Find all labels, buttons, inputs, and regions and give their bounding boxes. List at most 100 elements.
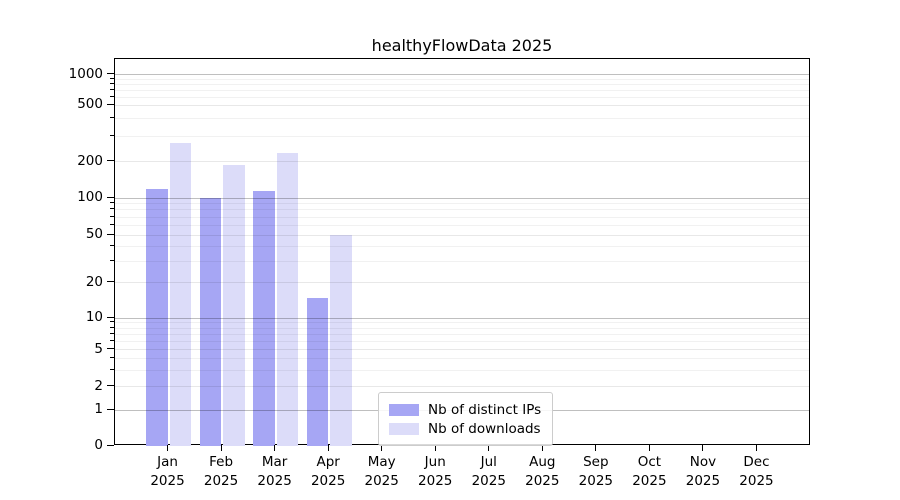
x-tick-label-apr: Apr 2025 [298, 453, 358, 491]
x-tick-mark-nov [702, 445, 704, 451]
gridline-200 [115, 161, 809, 163]
x-label-month: Mar [261, 454, 288, 470]
x-label-month: Sep [583, 454, 609, 470]
bar-downloads-apr [330, 235, 352, 446]
y-minor-tick-mark-600 [110, 95, 114, 97]
x-tick-label-jan: Jan 2025 [138, 453, 198, 491]
y-tick-mark-0 [107, 444, 114, 446]
x-tick-label-oct: Oct 2025 [619, 453, 679, 491]
gridline-50 [115, 234, 809, 236]
x-tick-label-nov: Nov 2025 [673, 453, 733, 491]
gridline-10 [115, 317, 809, 319]
x-tick-mark-jan [167, 445, 169, 451]
legend: Nb of distinct IPs Nb of downloads [378, 392, 554, 446]
x-tick-label-may: May 2025 [352, 453, 412, 491]
gridline-minor-8 [115, 327, 809, 329]
gridline-minor-9 [115, 322, 809, 324]
x-label-year: 2025 [685, 473, 721, 489]
y-tick-mark-100 [107, 196, 114, 198]
gridline-minor-60 [115, 224, 809, 226]
legend-item-downloads: Nb of downloads [389, 419, 541, 438]
y-tick-mark-200 [107, 160, 114, 162]
x-label-year: 2025 [418, 473, 453, 489]
gridline-minor-30 [115, 261, 809, 263]
x-tick-label-mar: Mar 2025 [245, 453, 305, 491]
y-minor-tick-mark-7 [110, 332, 114, 334]
x-tick-label-jul: Jul 2025 [459, 453, 519, 491]
legend-label-distinct_ips: Nb of distinct IPs [428, 401, 542, 418]
bar-distinct-ips-mar [253, 190, 275, 446]
y-tick-label-500: 500 [77, 96, 103, 112]
y-minor-tick-mark-6 [110, 340, 114, 342]
x-label-year: 2025 [471, 473, 506, 489]
x-tick-label-dec: Dec 2025 [726, 453, 786, 491]
y-tick-label-1: 1 [94, 401, 103, 417]
y-minor-tick-mark-900 [110, 78, 114, 80]
x-tick-mark-jul [488, 445, 490, 451]
gridline-minor-800 [115, 84, 809, 86]
x-tick-mark-sep [595, 445, 597, 451]
x-label-year: 2025 [739, 473, 774, 489]
gridline-minor-6 [115, 341, 809, 343]
chart-title: healthyFlowData 2025 [371, 36, 553, 55]
bar-downloads-feb [223, 164, 245, 446]
x-tick-mark-oct [648, 445, 650, 451]
y-minor-tick-mark-70 [110, 215, 114, 217]
x-label-month: Feb [209, 454, 234, 470]
y-tick-mark-50 [107, 233, 114, 235]
x-label-year: 2025 [364, 473, 399, 489]
legend-item-distinct_ips: Nb of distinct IPs [389, 400, 541, 419]
gridline-1000 [115, 74, 809, 76]
y-minor-tick-mark-90 [110, 202, 114, 204]
y-tick-mark-500 [107, 103, 114, 105]
y-tick-label-1000: 1000 [68, 65, 103, 82]
gridline-minor-400 [115, 118, 809, 120]
x-tick-mark-jun [434, 445, 436, 451]
y-tick-label-100: 100 [77, 189, 103, 205]
x-tick-mark-aug [541, 445, 543, 451]
bar-distinct-ips-feb [199, 198, 222, 446]
gridline-20 [115, 282, 809, 284]
gridline-minor-70 [115, 216, 809, 218]
x-label-month: Oct [637, 454, 662, 470]
gridline-minor-4 [115, 358, 809, 360]
gridline-100 [115, 197, 809, 199]
x-label-year: 2025 [310, 473, 346, 489]
y-minor-tick-mark-3 [110, 369, 114, 371]
x-label-month: Jul [480, 454, 497, 470]
y-minor-tick-mark-30 [110, 260, 114, 262]
x-label-month: Jun [424, 454, 446, 470]
gridline-minor-80 [115, 209, 809, 211]
gridline-minor-90 [115, 203, 809, 205]
y-tick-label-10: 10 [85, 309, 103, 326]
x-label-year: 2025 [257, 473, 292, 489]
x-tick-label-sep: Sep 2025 [566, 453, 626, 491]
y-tick-label-0: 0 [94, 437, 103, 453]
gridline-minor-3 [115, 370, 809, 372]
x-tick-mark-may [381, 445, 383, 451]
gridline-5 [115, 349, 809, 351]
bar-distinct-ips-apr [306, 297, 329, 446]
y-minor-tick-mark-300 [110, 135, 114, 137]
x-tick-mark-dec [755, 445, 757, 451]
y-minor-tick-mark-9 [110, 321, 114, 323]
x-label-month: May [367, 454, 396, 470]
y-minor-tick-mark-40 [110, 245, 114, 247]
y-tick-mark-1 [107, 408, 114, 410]
y-tick-label-200: 200 [77, 152, 103, 169]
bar-downloads-jan [169, 143, 192, 446]
y-minor-tick-mark-4 [110, 357, 114, 359]
gridline-minor-900 [115, 79, 809, 81]
y-minor-tick-mark-800 [110, 83, 114, 85]
gridline-minor-7 [115, 333, 809, 335]
gridline-500 [115, 104, 809, 106]
legend-swatch-distinct_ips [389, 403, 419, 416]
gridline-2 [115, 386, 809, 388]
gridline-minor-600 [115, 96, 809, 98]
legend-swatch-downloads [389, 422, 419, 435]
x-tick-mark-feb [220, 445, 222, 451]
x-tick-mark-mar [274, 445, 276, 451]
y-tick-mark-10 [107, 316, 114, 318]
y-tick-label-50: 50 [85, 226, 103, 242]
